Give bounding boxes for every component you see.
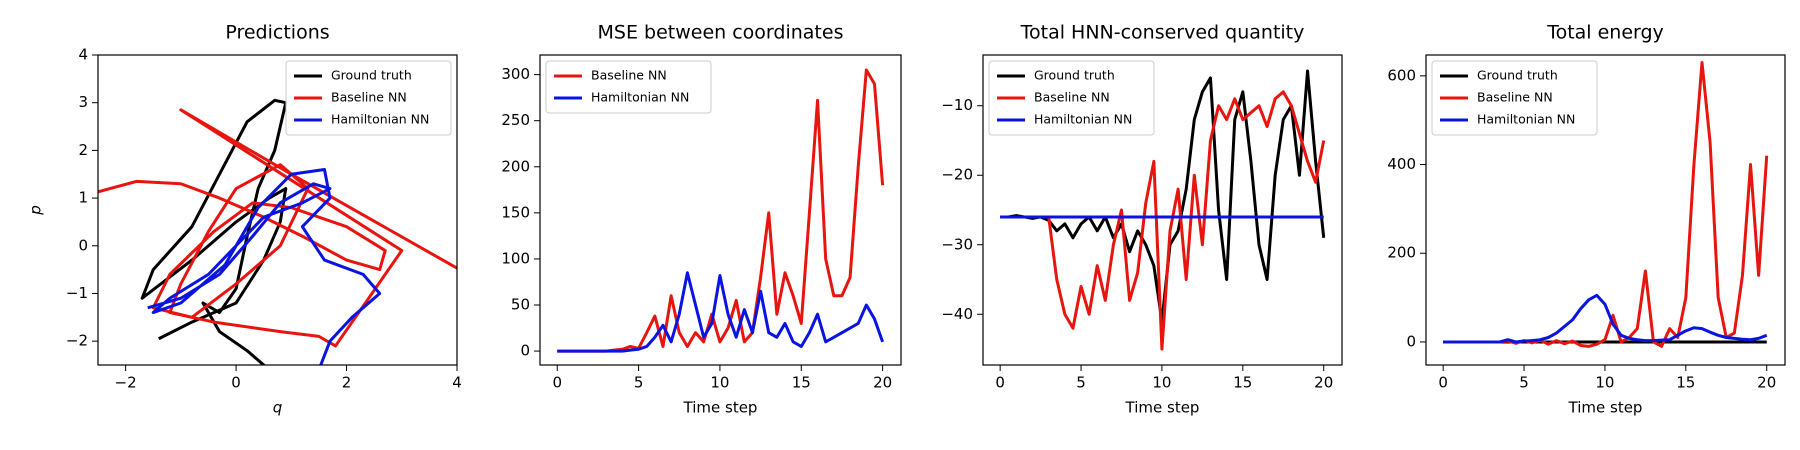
axes-frame [97, 54, 458, 366]
y-tick-label: 0 [1406, 332, 1416, 350]
y-tick-label: 100 [501, 249, 530, 267]
axes-frame [982, 54, 1343, 366]
chart-title: Total energy [1546, 22, 1664, 44]
x-tick-label: 4 [452, 374, 462, 392]
x-tick-label: 10 [1152, 374, 1171, 392]
legend-label: Ground truth [1034, 68, 1115, 83]
y-tick-label: −30 [941, 235, 973, 253]
y-tick-label: 0 [520, 342, 530, 360]
panel: −2 0 2 4 −2 −1 0 1 2 3 4 Predictions q p Ground truth B… [27, 22, 462, 417]
y-tick-label: 1 [78, 189, 88, 207]
y-tick-label: −40 [941, 305, 973, 323]
legend-label: Ground truth [331, 68, 412, 83]
chart-title: MSE between coordinates [598, 22, 844, 44]
x-axis-label: q [273, 399, 283, 417]
series-line [147, 167, 382, 365]
x-tick-label: 0 [231, 374, 241, 392]
legend-box [1431, 60, 1598, 136]
legend-label: Baseline NN [1034, 90, 1110, 105]
x-tick-label: 5 [1519, 374, 1529, 392]
x-axis-label: Time step [1568, 399, 1643, 417]
legend-box [285, 60, 452, 136]
x-tick-label: 20 [1314, 374, 1333, 392]
chart-title: Predictions [225, 22, 329, 44]
x-tick-label: 10 [1595, 374, 1614, 392]
x-tick-label: 15 [1233, 374, 1252, 392]
y-tick-label: −2 [66, 332, 88, 350]
legend-box [988, 60, 1155, 136]
y-tick-label: −20 [941, 166, 973, 184]
x-tick-label: −2 [115, 374, 137, 392]
legend-label: Hamiltonian NN [591, 90, 689, 105]
x-tick-label: 20 [873, 374, 892, 392]
legend-label: Baseline NN [331, 90, 407, 105]
x-tick-label: 0 [995, 374, 1005, 392]
y-tick-label: −1 [66, 284, 88, 302]
axes-frame [539, 54, 902, 366]
y-tick-label: 200 [1387, 244, 1416, 262]
y-tick-label: 150 [501, 203, 530, 221]
chart-title: Total HNN-conserved quantity [1020, 22, 1305, 44]
y-tick-label: 2 [78, 141, 88, 159]
series-line [557, 271, 885, 353]
legend-label: Hamiltonian NN [1034, 112, 1132, 127]
x-tick-label: 0 [1438, 374, 1448, 392]
legend-box [545, 60, 712, 114]
y-tick-label: 200 [501, 157, 530, 175]
series-line [140, 98, 288, 365]
y-axis-label: p [27, 205, 45, 216]
y-tick-label: 4 [78, 46, 88, 64]
x-tick-label: 0 [552, 374, 562, 392]
panel: 0 5 10 15 20 −40 −30 −20 −10 Total HNN-conserved … [941, 22, 1343, 417]
legend-label: Ground truth [1477, 68, 1558, 83]
series-line [1443, 293, 1768, 344]
x-tick-label: 5 [634, 374, 644, 392]
x-tick-label: 5 [1076, 374, 1086, 392]
legend-label: Baseline NN [1477, 90, 1553, 105]
legend-label: Baseline NN [591, 68, 667, 83]
legend-label: Hamiltonian NN [1477, 112, 1575, 127]
y-tick-label: 250 [501, 111, 530, 129]
x-tick-label: 2 [342, 374, 352, 392]
x-tick-label: 10 [710, 374, 729, 392]
axes-frame [1425, 54, 1786, 366]
x-tick-label: 20 [1757, 374, 1776, 392]
y-tick-label: 50 [511, 296, 530, 314]
y-tick-label: 400 [1387, 155, 1416, 173]
y-tick-label: −10 [941, 96, 973, 114]
y-tick-label: 3 [78, 93, 88, 111]
x-tick-label: 15 [1676, 374, 1695, 392]
y-tick-label: 300 [501, 65, 530, 83]
series-line [1000, 90, 1326, 351]
y-tick-label: 600 [1387, 66, 1416, 84]
x-axis-label: Time step [683, 399, 758, 417]
x-axis-label: Time step [1125, 399, 1200, 417]
x-tick-label: 15 [792, 374, 811, 392]
legend-label: Hamiltonian NN [331, 112, 429, 127]
y-tick-label: 0 [78, 236, 88, 254]
